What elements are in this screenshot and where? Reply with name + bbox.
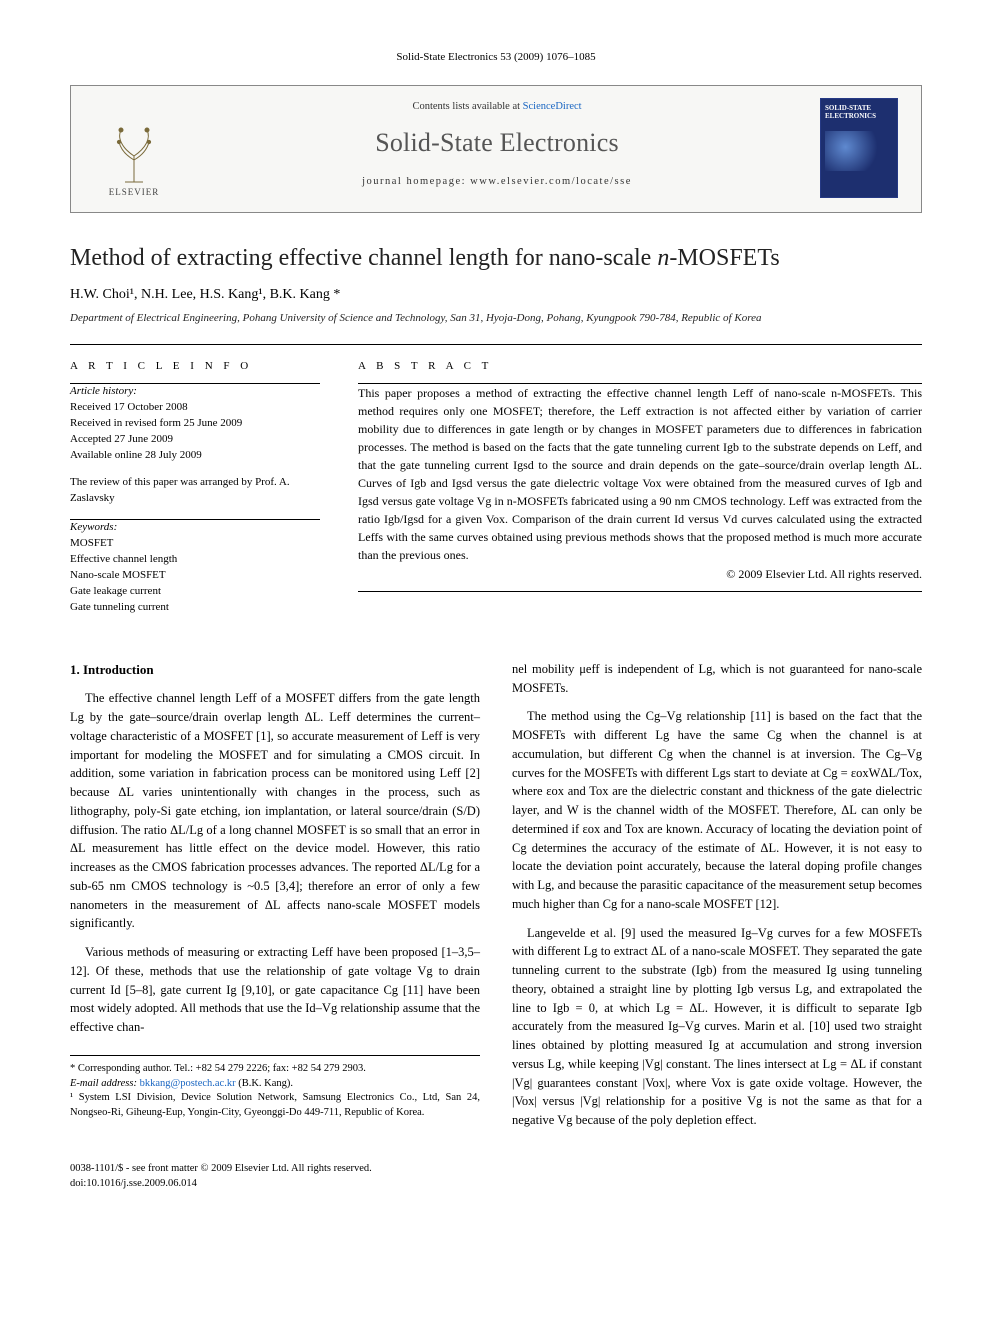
col2-para-2: The method using the Cg–Vg relationship …	[512, 707, 922, 913]
col2-para-3: Langevelde et al. [9] used the measured …	[512, 924, 922, 1130]
history-accepted: Accepted 27 June 2009	[70, 432, 320, 448]
title-post: -MOSFETs	[669, 245, 779, 271]
elsevier-tree-icon: ELSEVIER	[99, 118, 169, 198]
keywords-block: Keywords: MOSFET Effective channel lengt…	[70, 520, 320, 616]
journal-homepage-line: journal homepage: www.elsevier.com/locat…	[189, 175, 805, 190]
history-online: Available online 28 July 2009	[70, 448, 320, 464]
journal-cover-thumb: SOLID-STATE ELECTRONICS	[820, 98, 898, 198]
email-label: E-mail address:	[70, 1078, 140, 1089]
publisher-logo-block: ELSEVIER	[89, 98, 179, 198]
col2-para-1: nel mobility μeff is independent of Lg, …	[512, 660, 922, 698]
rule-top	[70, 344, 922, 345]
keyword-5: Gate tunneling current	[70, 600, 320, 616]
keyword-2: Effective channel length	[70, 552, 320, 568]
doi-line: doi:10.1016/j.sse.2009.06.014	[70, 1177, 922, 1192]
corresponding-author: * Corresponding author. Tel.: +82 54 279…	[70, 1062, 480, 1077]
article-history: Article history: Received 17 October 200…	[70, 384, 320, 464]
keyword-3: Nano-scale MOSFET	[70, 568, 320, 584]
history-received: Received 17 October 2008	[70, 400, 320, 416]
keyword-4: Gate leakage current	[70, 584, 320, 600]
cover-thumb-art	[825, 131, 893, 171]
section-1-heading: 1. Introduction	[70, 660, 480, 680]
copyright-line: © 2009 Elsevier Ltd. All rights reserved…	[358, 566, 922, 583]
title-ital: n	[657, 245, 669, 271]
email-link[interactable]: bkkang@postech.ac.kr	[140, 1078, 236, 1089]
journal-masthead: ELSEVIER Contents lists available at Sci…	[70, 85, 922, 213]
review-note: The review of this paper was arranged by…	[70, 475, 320, 507]
abstract-text: This paper proposes a method of extracti…	[358, 384, 922, 564]
email-line: E-mail address: bkkang@postech.ac.kr (B.…	[70, 1077, 480, 1092]
history-revised: Received in revised form 25 June 2009	[70, 416, 320, 432]
abstract-head: A B S T R A C T	[358, 359, 922, 374]
journal-title: Solid-State Electronics	[189, 125, 805, 161]
publisher-name: ELSEVIER	[109, 186, 160, 199]
keyword-1: MOSFET	[70, 536, 320, 552]
affiliation-footnote-1: ¹ System LSI Division, Device Solution N…	[70, 1091, 480, 1120]
body-col-left: 1. Introduction The effective channel le…	[70, 660, 480, 1140]
homepage-url: www.elsevier.com/locate/sse	[470, 176, 632, 187]
author-list: H.W. Choi¹, N.H. Lee, H.S. Kang¹, B.K. K…	[70, 285, 922, 305]
rule-abs-bottom	[358, 591, 922, 592]
email-who: (B.K. Kang).	[236, 1078, 293, 1089]
contents-prefix: Contents lists available at	[412, 101, 522, 112]
history-label: Article history:	[70, 384, 320, 400]
footnotes-block: * Corresponding author. Tel.: +82 54 279…	[70, 1055, 480, 1121]
keywords-label: Keywords:	[70, 520, 320, 536]
article-title: Method of extracting effective channel l…	[70, 243, 922, 273]
article-info-head: A R T I C L E I N F O	[70, 359, 320, 374]
body-col-right: nel mobility μeff is independent of Lg, …	[512, 660, 922, 1140]
front-matter-line: 0038-1101/$ - see front matter © 2009 El…	[70, 1162, 922, 1177]
body-columns: 1. Introduction The effective channel le…	[70, 660, 922, 1140]
running-head: Solid-State Electronics 53 (2009) 1076–1…	[70, 50, 922, 65]
intro-para-1: The effective channel length Leff of a M…	[70, 689, 480, 933]
homepage-label: journal homepage:	[362, 176, 470, 187]
affiliation: Department of Electrical Engineering, Po…	[70, 311, 922, 326]
sciencedirect-link[interactable]: ScienceDirect	[523, 101, 582, 112]
contents-available-line: Contents lists available at ScienceDirec…	[189, 100, 805, 115]
title-pre: Method of extracting effective channel l…	[70, 245, 657, 271]
cover-thumb-title: SOLID-STATE ELECTRONICS	[825, 105, 893, 120]
page-footer: 0038-1101/$ - see front matter © 2009 El…	[70, 1162, 922, 1191]
intro-para-2: Various methods of measuring or extracti…	[70, 943, 480, 1037]
